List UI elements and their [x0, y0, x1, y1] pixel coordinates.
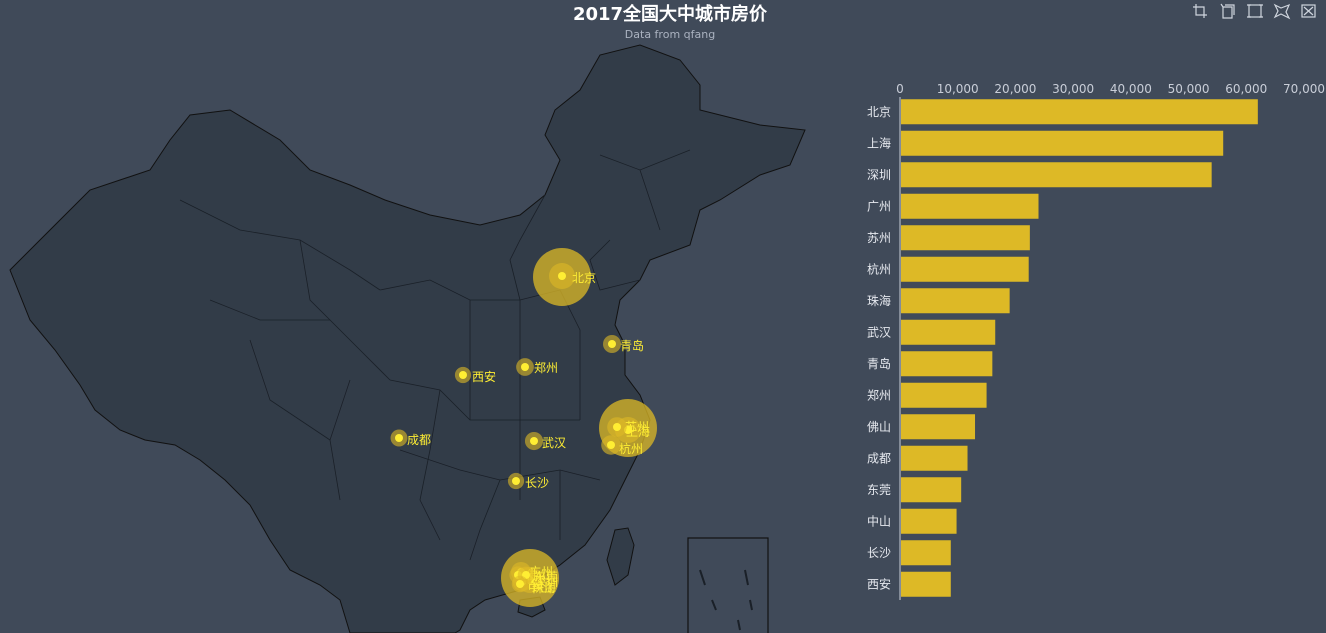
city-label: 郑州: [534, 360, 558, 375]
city-label: 深圳: [534, 575, 558, 589]
city-point[interactable]: [608, 340, 616, 348]
category-label: 杭州: [867, 261, 891, 276]
bar[interactable]: [901, 445, 968, 471]
city-label: 成都: [407, 433, 431, 447]
city-label: 北京: [572, 271, 596, 285]
chart-subtitle: Data from qfang: [624, 28, 716, 41]
category-label: 东莞: [867, 483, 891, 497]
city-label: 武汉: [542, 436, 566, 450]
x-tick-label: 50,000: [1168, 82, 1210, 96]
city-point[interactable]: [512, 477, 520, 485]
city-point[interactable]: [558, 272, 566, 280]
bar[interactable]: [901, 571, 951, 597]
x-tick-label: 70,000: [1283, 82, 1325, 96]
category-label: 青岛: [867, 356, 891, 371]
toolbox: [1192, 2, 1326, 20]
x-tick-label: 0: [896, 82, 904, 96]
bar[interactable]: [901, 477, 962, 503]
bar[interactable]: [901, 414, 976, 440]
category-label: 中山: [867, 513, 891, 528]
city-label: 珠海: [532, 580, 556, 595]
city-point[interactable]: [613, 423, 621, 431]
x-tick-label: 10,000: [937, 82, 979, 96]
lasso-select-icon[interactable]: [1273, 2, 1291, 20]
bar[interactable]: [901, 99, 1258, 125]
city-point[interactable]: [516, 580, 524, 588]
category-label: 深圳: [867, 168, 891, 182]
bar[interactable]: [901, 540, 951, 566]
city-point[interactable]: [521, 363, 529, 371]
category-label: 成都: [867, 451, 891, 465]
category-label: 西安: [867, 576, 891, 591]
category-label: 佛山: [867, 420, 891, 434]
chart-title: 2017全国大中城市房价: [572, 4, 768, 25]
x-tick-label: 60,000: [1225, 82, 1267, 96]
bar[interactable]: [901, 256, 1029, 282]
x-axis: 0 10,000 20,000 30,000 40,000 50,000 60,000 70,…: [896, 82, 1325, 600]
city-label: 上海: [626, 424, 650, 439]
bar[interactable]: [901, 162, 1212, 188]
china-landmass: [9, 44, 806, 633]
bar[interactable]: [901, 351, 993, 377]
city-label: 东莞: [534, 570, 558, 584]
city-label: 杭州: [619, 441, 643, 456]
bar[interactable]: [901, 130, 1224, 156]
city-label: 西安: [472, 369, 496, 384]
bar-series: [901, 99, 1258, 597]
category-label: 珠海: [867, 293, 891, 308]
city-label: 苏州: [625, 420, 649, 434]
bar[interactable]: [901, 319, 996, 345]
city-label: 中山: [528, 580, 552, 595]
city-point[interactable]: [459, 371, 467, 379]
x-tick-label: 40,000: [1110, 82, 1152, 96]
city-label: 长沙: [525, 476, 549, 490]
city-label: 广州: [529, 565, 553, 579]
category-label: 苏州: [867, 231, 891, 245]
bar[interactable]: [901, 382, 987, 408]
bar[interactable]: [901, 508, 957, 534]
province-borders: [179, 149, 691, 561]
category-label: 广州: [867, 199, 891, 213]
category-label: 长沙: [867, 546, 891, 560]
x-tick-label: 30,000: [1052, 82, 1094, 96]
category-label: 北京: [867, 105, 891, 119]
city-point[interactable]: [530, 437, 538, 445]
rect-select-icon[interactable]: [1246, 2, 1264, 20]
bar[interactable]: [901, 193, 1039, 219]
category-label: 武汉: [867, 325, 891, 339]
zoom-in-icon[interactable]: [1192, 2, 1210, 20]
zoom-reset-icon[interactable]: [1219, 2, 1237, 20]
bar[interactable]: [901, 225, 1030, 251]
city-point[interactable]: [607, 441, 615, 449]
city-point[interactable]: [395, 434, 403, 442]
x-tick-label: 20,000: [994, 82, 1036, 96]
south-sea-inset: [687, 537, 769, 633]
bar[interactable]: [901, 288, 1010, 314]
clear-select-icon[interactable]: [1300, 2, 1318, 20]
category-label: 上海: [867, 135, 891, 150]
category-label: 郑州: [867, 387, 891, 402]
city-label: 青岛: [620, 338, 644, 353]
